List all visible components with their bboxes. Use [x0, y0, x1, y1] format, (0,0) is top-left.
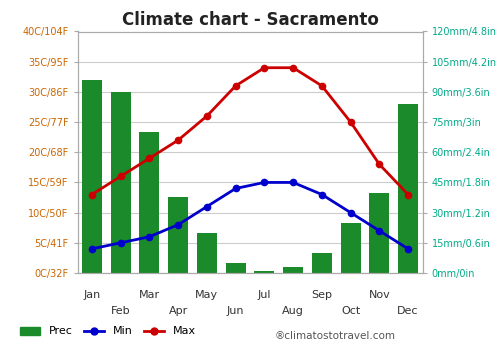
Bar — [398, 104, 418, 273]
Bar — [370, 193, 390, 273]
Text: ®climatostotravel.com: ®climatostotravel.com — [275, 331, 396, 341]
Bar — [168, 197, 188, 273]
Text: Feb: Feb — [111, 306, 130, 316]
Text: Jul: Jul — [258, 290, 271, 300]
Text: Nov: Nov — [368, 290, 390, 300]
Text: Jun: Jun — [227, 306, 244, 316]
Text: Mar: Mar — [139, 290, 160, 300]
Title: Climate chart - Sacramento: Climate chart - Sacramento — [122, 10, 378, 29]
Text: Jan: Jan — [83, 290, 100, 300]
Text: Aug: Aug — [282, 306, 304, 316]
Bar — [226, 263, 246, 273]
Bar — [283, 267, 303, 273]
Text: May: May — [196, 290, 218, 300]
Text: Dec: Dec — [398, 306, 419, 316]
Bar — [140, 132, 160, 273]
Text: Oct: Oct — [341, 306, 360, 316]
Bar — [82, 80, 102, 273]
Legend: Prec, Min, Max: Prec, Min, Max — [16, 322, 200, 341]
Text: Apr: Apr — [168, 306, 188, 316]
Bar — [197, 233, 217, 273]
Bar — [340, 223, 360, 273]
Bar — [254, 271, 274, 273]
Bar — [312, 253, 332, 273]
Text: Sep: Sep — [312, 290, 332, 300]
Bar — [110, 92, 130, 273]
